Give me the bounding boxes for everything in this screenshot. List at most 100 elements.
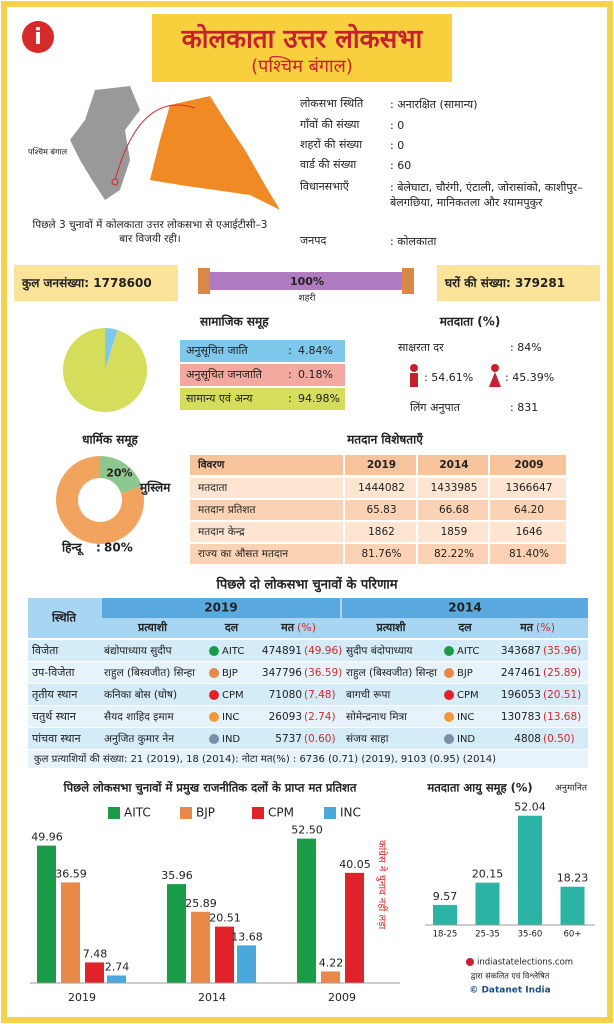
title-box bbox=[152, 14, 452, 82]
pie-slice bbox=[100, 456, 142, 494]
votes: 343687 bbox=[501, 645, 541, 657]
urban-bar bbox=[205, 272, 410, 290]
candidate: कनिका बोस (घोष) bbox=[104, 688, 177, 701]
table-header: 2014 bbox=[448, 601, 481, 615]
legend-label: AITC bbox=[124, 806, 151, 820]
table-cell-text: 81.40% bbox=[509, 548, 549, 560]
table-subheader: (%) bbox=[297, 621, 316, 634]
bar bbox=[297, 838, 316, 983]
bar bbox=[215, 926, 234, 983]
donut-value: 80% bbox=[104, 541, 133, 555]
table-header: स्थिति bbox=[51, 611, 77, 625]
legend-label: CPM bbox=[268, 806, 294, 820]
votes: 474891 bbox=[262, 645, 302, 657]
candidate: बागची रूपा bbox=[346, 688, 390, 701]
table-header: विवरण bbox=[197, 458, 225, 471]
bar bbox=[167, 884, 186, 983]
legend-sep: : bbox=[288, 368, 292, 381]
table-cell-text: 81.76% bbox=[361, 548, 401, 560]
party: CPM bbox=[457, 690, 479, 701]
table-cell bbox=[490, 544, 566, 564]
legend-value: 4.84% bbox=[298, 344, 333, 357]
votes: 5737 bbox=[275, 733, 302, 745]
households-label: घरों की संख्या: bbox=[445, 276, 511, 290]
bar-value: 25.89 bbox=[185, 897, 217, 910]
donut-value: 20% bbox=[106, 466, 132, 479]
info-label: जनपद bbox=[300, 234, 327, 247]
party-icon bbox=[209, 734, 219, 744]
literacy-label: साक्षरता दर bbox=[398, 341, 444, 354]
table-footer: कुल प्रत्याशियों की संख्या: 21 (2019), 1… bbox=[34, 753, 496, 765]
table-cell-text: 1862 bbox=[368, 526, 395, 538]
table-subheader: दल bbox=[457, 621, 472, 634]
legend-swatch bbox=[180, 807, 192, 819]
constituency-map bbox=[150, 96, 280, 210]
info-label: विधानसभाएँ bbox=[300, 180, 349, 193]
table-header-bg bbox=[342, 598, 588, 618]
legend-label: INC bbox=[340, 806, 361, 820]
info-value: : बेलेघाटा, चौरंगी, एंटाली, जोरासांको, क… bbox=[390, 181, 583, 209]
party: INC bbox=[457, 712, 474, 723]
bar-value: 2.74 bbox=[105, 960, 130, 973]
table-cell-text: 82.22% bbox=[434, 548, 474, 560]
bar bbox=[518, 815, 542, 925]
table-cell bbox=[418, 522, 488, 542]
table-cell-text: 1433985 bbox=[431, 482, 478, 494]
table-cell bbox=[490, 478, 566, 498]
religion-title: धार्मिक समूह bbox=[82, 433, 138, 448]
pie-slice bbox=[55, 456, 144, 544]
info-icon-i: i bbox=[34, 25, 42, 50]
table-cell-text: पांचवा स्थान bbox=[32, 732, 81, 745]
party: BJP bbox=[222, 668, 238, 679]
legend-label: BJP bbox=[196, 806, 215, 820]
vote-pct: (0.50) bbox=[543, 733, 575, 745]
donut-label: हिन्दू bbox=[61, 541, 84, 556]
table-cell-text: विजेता bbox=[32, 644, 58, 657]
legend-row bbox=[180, 340, 345, 362]
table-cell-text: उप-विजेता bbox=[32, 666, 75, 679]
households-box bbox=[437, 265, 600, 301]
table-cell-text: मतदान प्रतिशत bbox=[198, 503, 257, 516]
info-icon bbox=[22, 21, 54, 53]
bar-value: 20.51 bbox=[209, 912, 241, 925]
bar-value: 18.23 bbox=[557, 872, 589, 885]
bar bbox=[37, 845, 56, 983]
x-tick-label: 35-60 bbox=[518, 930, 543, 940]
title: कोलकाता उत्तर लोकसभा bbox=[181, 24, 424, 55]
party: IND bbox=[457, 734, 475, 745]
table-cell-text: चतुर्थ स्थान bbox=[32, 710, 77, 723]
bar bbox=[107, 975, 126, 983]
sex-ratio-value: : 831 bbox=[510, 401, 538, 414]
legend-label: सामान्य एवं अन्य bbox=[186, 392, 253, 405]
bar-value: 52.50 bbox=[291, 824, 323, 837]
table-cell bbox=[345, 478, 416, 498]
female-value: : 45.39% bbox=[505, 371, 554, 384]
bar bbox=[85, 962, 104, 983]
female-icon bbox=[491, 364, 499, 372]
pie-slice bbox=[63, 328, 148, 412]
party: INC bbox=[222, 712, 239, 723]
table-cell bbox=[190, 455, 343, 475]
party-icon bbox=[444, 646, 454, 656]
party-icon bbox=[444, 690, 454, 700]
info-label: लोकसभा स्थिति bbox=[300, 97, 364, 110]
vote-pct: (36.59) bbox=[304, 667, 342, 679]
bar bbox=[321, 971, 340, 983]
legend-value: 94.98% bbox=[298, 392, 340, 405]
table-cell bbox=[190, 500, 343, 520]
table-subheader: प्रत्याशी bbox=[375, 620, 406, 634]
vote-pct: (35.96) bbox=[543, 645, 581, 657]
vote-pct: (2.74) bbox=[304, 711, 336, 723]
map-label: पश्चिम बंगाल bbox=[28, 147, 68, 157]
population-value: 1778600 bbox=[93, 276, 152, 290]
table-cell bbox=[418, 544, 488, 564]
table-header: 2019 bbox=[204, 601, 237, 615]
map-pointer bbox=[114, 104, 196, 181]
bar-value: 4.22 bbox=[319, 956, 344, 969]
votes: 71080 bbox=[269, 689, 302, 701]
party-icon bbox=[209, 668, 219, 678]
male-value: : 54.61% bbox=[424, 371, 473, 384]
legend-row bbox=[180, 364, 345, 386]
map-marker bbox=[111, 178, 119, 186]
candidate: अनुजित कुमार नेन bbox=[104, 732, 174, 745]
